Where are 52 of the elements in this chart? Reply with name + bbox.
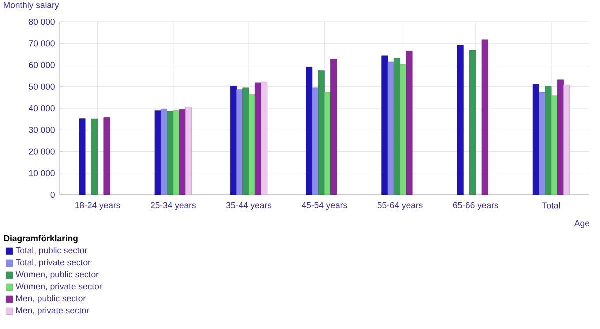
bar (557, 80, 564, 195)
x-tick-label: 18-24 years (76, 202, 120, 210)
x-tick-label: 45-54 years (302, 202, 348, 210)
bar (470, 50, 476, 195)
legend-label: Total, public sector (16, 247, 88, 256)
bar (324, 92, 332, 195)
x-tick-label: 65-66 years (453, 202, 498, 210)
bar (388, 62, 394, 195)
bar (173, 110, 180, 195)
legend-label: Total, private sector (16, 259, 91, 268)
bar (248, 94, 256, 195)
bar (330, 58, 338, 195)
bar (318, 70, 325, 195)
bar (482, 40, 488, 195)
y-tick-label: 50 000 (29, 84, 55, 90)
x-tick-label: 25-34 years (150, 202, 196, 210)
bar (167, 111, 174, 195)
x-tick-label: Total (542, 202, 560, 209)
y-tick-label: 0 (50, 192, 55, 198)
bar (394, 58, 400, 195)
bar (261, 82, 268, 195)
y-tick-label: 40 000 (28, 105, 55, 112)
bar (564, 84, 570, 195)
bar (160, 108, 168, 195)
x-axis-title: Age (574, 220, 590, 228)
y-tick-label: 70 000 (29, 40, 55, 47)
legend-label: Men, public sector (16, 295, 86, 304)
bar (545, 86, 552, 195)
legend-label: Men, private sector (16, 307, 90, 316)
y-tick-label: 20 000 (29, 148, 55, 155)
y-tick-label: 60 000 (29, 62, 55, 68)
x-tick-label: 55-64 years (378, 202, 423, 210)
legend-label: Women, public sector (16, 271, 99, 280)
y-tick-label: 80 000 (29, 18, 55, 26)
bar (242, 88, 250, 195)
bar (179, 110, 186, 195)
legend-title: Diagramförklaring (4, 235, 78, 244)
x-tick-label: 35-44 years (226, 202, 272, 210)
bar (400, 64, 407, 195)
bar (254, 82, 262, 195)
y-axis-title: Monthly salary (4, 2, 60, 10)
bar (185, 107, 192, 195)
y-tick-label: 30 000 (29, 127, 55, 134)
bar (406, 50, 413, 195)
bar (91, 118, 98, 195)
bar (539, 92, 546, 195)
bar (312, 88, 319, 195)
bar (236, 90, 244, 195)
bar (104, 118, 110, 195)
bar (551, 96, 558, 195)
y-tick-label: 10 000 (29, 170, 55, 176)
legend-label: Women, private sector (16, 283, 102, 292)
